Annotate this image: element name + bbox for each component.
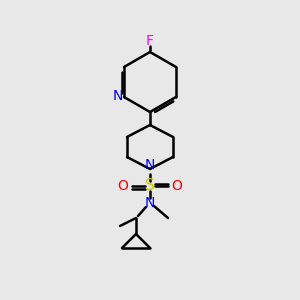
- Text: N: N: [145, 196, 155, 210]
- Text: S: S: [145, 178, 155, 194]
- Text: N: N: [113, 89, 123, 103]
- Text: N: N: [145, 158, 155, 172]
- Text: F: F: [146, 34, 154, 48]
- Text: O: O: [118, 179, 128, 193]
- Text: O: O: [172, 179, 182, 193]
